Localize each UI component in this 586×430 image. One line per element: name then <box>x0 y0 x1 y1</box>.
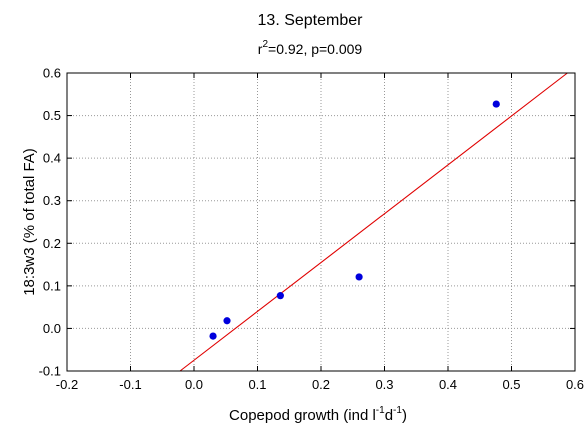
data-point <box>209 332 217 340</box>
x-tick-label: 0.6 <box>566 377 584 392</box>
x-tick-label: 0.0 <box>185 377 203 392</box>
x-axis-ticks: -0.2 -0.1 0.0 0.1 0.2 0.3 0.4 0.5 0.6 <box>56 73 584 392</box>
y-tick-label: 0.1 <box>43 278 61 293</box>
x-tick-label: -0.1 <box>119 377 141 392</box>
data-point <box>355 273 363 281</box>
data-point <box>492 100 500 108</box>
regression-line-group <box>179 72 568 372</box>
chart-subtitle: r2=0.92, p=0.009 <box>258 39 363 57</box>
chart-title: 13. September <box>258 12 364 29</box>
y-tick-label: 0.2 <box>43 236 61 251</box>
x-tick-label: 0.1 <box>248 377 266 392</box>
regression-line <box>179 72 568 372</box>
x-tick-label: -0.2 <box>56 377 78 392</box>
x-tick-label: 0.4 <box>439 377 457 392</box>
y-tick-label: 0.4 <box>43 151 61 166</box>
x-tick-label: 0.5 <box>502 377 520 392</box>
data-point <box>223 317 231 325</box>
x-tick-label: 0.3 <box>375 377 393 392</box>
y-tick-label: -0.1 <box>39 364 61 379</box>
y-axis-label: 18:3w3 (% of total FA) <box>21 148 38 296</box>
data-points <box>209 100 500 340</box>
y-axis-ticks: -0.1 0.0 0.1 0.2 0.3 0.4 0.5 0.6 <box>39 66 575 379</box>
y-tick-label: 0.0 <box>43 321 61 336</box>
grid-lines <box>67 73 575 371</box>
x-axis-label: Copepod growth (ind l-1d-1) <box>229 405 407 424</box>
y-tick-label: 0.6 <box>43 66 61 81</box>
plot-frame <box>66 72 576 372</box>
y-tick-label: 0.5 <box>43 108 61 123</box>
data-point <box>276 292 284 300</box>
y-tick-label: 0.3 <box>43 193 61 208</box>
x-tick-label: 0.2 <box>312 377 330 392</box>
